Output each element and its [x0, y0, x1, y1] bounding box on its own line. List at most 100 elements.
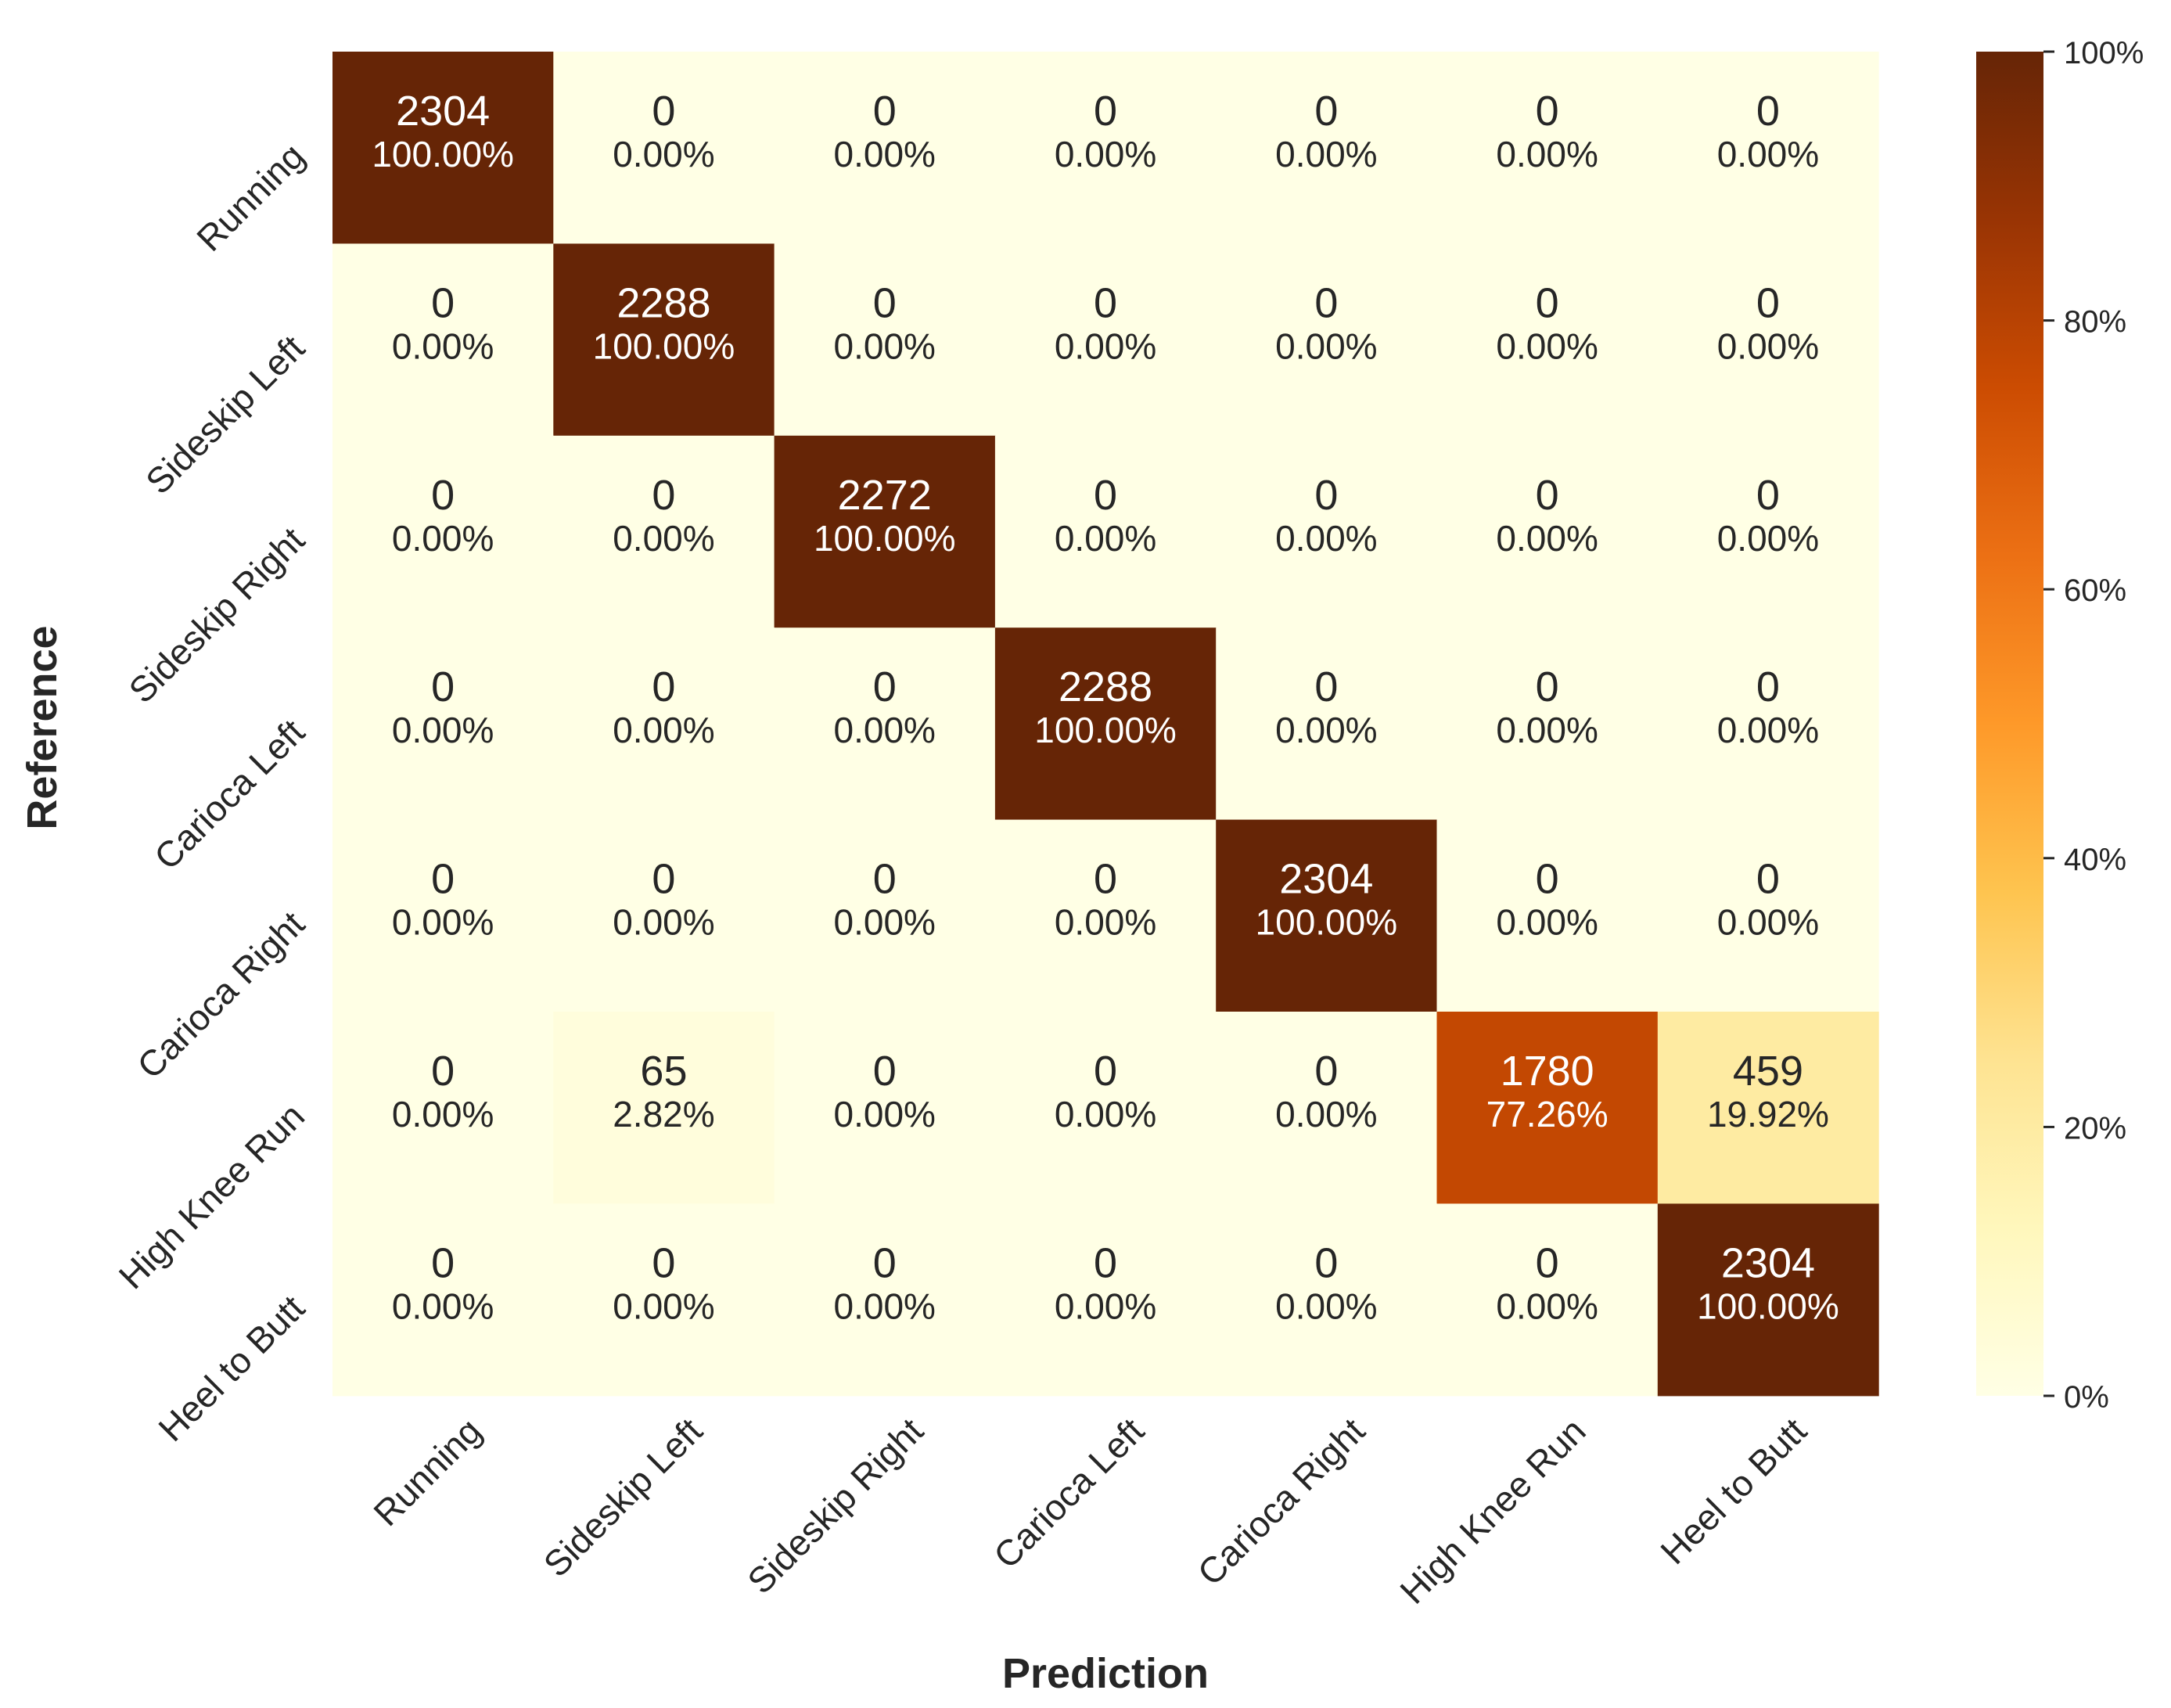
cell-percent-label: 100.00%: [1697, 1285, 1839, 1326]
cell-count-label: 0: [431, 663, 455, 710]
cell-count-label: 0: [1094, 279, 1117, 326]
cell-count-label: 0: [652, 1239, 675, 1286]
cell-percent-label: 0.00%: [613, 710, 714, 750]
heatmap-cell: [332, 435, 554, 628]
x-tick-label: Heel to Butt: [1652, 1410, 1814, 1572]
cell-percent-label: 0.00%: [392, 902, 494, 943]
cell-percent-label: 0.00%: [1496, 1285, 1598, 1326]
cell-count-label: 0: [1536, 472, 1559, 519]
cell-count-label: 2272: [838, 472, 932, 519]
cell-count-label: 0: [431, 279, 455, 326]
cell-percent-label: 0.00%: [1275, 518, 1377, 559]
cell-count-label: 0: [652, 856, 675, 903]
heatmap-cell: [332, 1203, 554, 1397]
cell-count-label: 0: [1756, 88, 1780, 135]
cell-percent-label: 0.00%: [613, 518, 714, 559]
heatmap-cell: [1216, 819, 1438, 1012]
cell-percent-label: 0.00%: [1496, 325, 1598, 366]
heatmap-cell: [553, 435, 775, 628]
cell-percent-label: 0.00%: [392, 1094, 494, 1134]
cell-count-label: 0: [431, 1239, 455, 1286]
cell-count-label: 2304: [396, 88, 490, 135]
heatmap-cell: [332, 819, 554, 1012]
heatmap-cell: [1216, 52, 1438, 244]
cell-count-label: 0: [1314, 1048, 1338, 1095]
heatmap-cell: [1216, 627, 1438, 821]
heatmap-cell: [553, 52, 775, 244]
cell-percent-label: 0.00%: [1275, 1285, 1377, 1326]
cell-count-label: 2304: [1279, 856, 1373, 903]
cell-percent-label: 100.00%: [1034, 710, 1177, 750]
heatmap-cell: [774, 435, 996, 628]
cell-count-label: 0: [1756, 663, 1780, 710]
cell-count-label: 0: [1314, 88, 1338, 135]
cell-percent-label: 0.00%: [392, 325, 494, 366]
heatmap-cell: [332, 243, 554, 437]
x-tick-label: Carioca Right: [1190, 1410, 1373, 1593]
cell-percent-label: 0.00%: [1717, 518, 1819, 559]
heatmap-cell: [1436, 435, 1659, 628]
cell-count-label: 0: [1314, 472, 1338, 519]
heatmap-cell: [1657, 819, 1879, 1012]
cell-count-label: 0: [873, 88, 897, 135]
cell-percent-label: 0.00%: [1055, 1094, 1156, 1134]
cell-percent-label: 0.00%: [1717, 710, 1819, 750]
heatmap-cell: [1216, 435, 1438, 628]
cell-count-label: 0: [1094, 472, 1117, 519]
cell-count-label: 0: [1314, 1239, 1338, 1286]
heatmap-cell: [1216, 243, 1438, 437]
cell-percent-label: 0.00%: [834, 710, 936, 750]
heatmap-cell: [994, 1012, 1217, 1204]
cell-percent-label: 0.00%: [834, 134, 936, 174]
cell-percent-label: 2.82%: [613, 1094, 714, 1134]
cell-count-label: 0: [873, 279, 897, 326]
cell-percent-label: 100.00%: [814, 518, 956, 559]
cell-percent-label: 100.00%: [372, 134, 514, 174]
colorbar-gradient: [1976, 52, 2043, 1396]
cell-count-label: 0: [652, 472, 675, 519]
y-tick-label: Carioca Right: [129, 903, 312, 1086]
x-tick-label: Carioca Left: [986, 1410, 1152, 1576]
heatmap-cell: [1216, 1012, 1438, 1204]
heatmap-cell: [774, 243, 996, 437]
cell-count-label: 0: [1756, 279, 1780, 326]
colorbar: 0% 20% 40% 60% 80% 100%: [1976, 36, 2144, 1415]
colorbar-tick-label: 60%: [2064, 574, 2126, 608]
cell-percent-label: 0.00%: [392, 710, 494, 750]
heatmap-cell: [1657, 435, 1879, 628]
colorbar-tick-label: 40%: [2064, 843, 2126, 877]
y-tick-label: Sideskip Right: [120, 520, 312, 711]
y-tick-label: Carioca Left: [146, 711, 312, 877]
cell-count-label: 0: [1536, 279, 1559, 326]
colorbar-tick-label: 20%: [2064, 1111, 2126, 1145]
cell-count-label: 0: [1094, 1048, 1117, 1095]
heatmap-cell: [1657, 243, 1879, 437]
heatmap-cell: [553, 1203, 775, 1397]
cell-count-label: 0: [873, 1048, 897, 1095]
cell-percent-label: 0.00%: [1496, 710, 1598, 750]
cell-percent-label: 0.00%: [1055, 1285, 1156, 1326]
y-axis-label: Reference: [19, 625, 66, 829]
y-tick-label: High Knee Run: [111, 1095, 312, 1296]
cell-percent-label: 0.00%: [834, 1094, 936, 1134]
cell-count-label: 0: [1094, 1239, 1117, 1286]
cell-percent-label: 0.00%: [1717, 134, 1819, 174]
heatmap-cell: [1436, 52, 1659, 244]
y-tick-label: Sideskip Left: [138, 327, 312, 502]
heatmap-cell: [774, 1203, 996, 1397]
heatmap-cell: [332, 627, 554, 821]
cell-count-label: 2304: [1721, 1239, 1815, 1286]
cell-count-label: 65: [640, 1048, 687, 1095]
cell-count-label: 0: [1094, 856, 1117, 903]
cell-count-label: 0: [431, 1048, 455, 1095]
cell-percent-label: 0.00%: [1055, 902, 1156, 943]
cell-percent-label: 0.00%: [834, 325, 936, 366]
heatmap-cell: [332, 52, 554, 244]
cell-count-label: 459: [1733, 1048, 1803, 1095]
x-tick-label: Sideskip Left: [536, 1410, 710, 1584]
cell-count-label: 0: [1536, 663, 1559, 710]
cell-count-label: 0: [652, 88, 675, 135]
cell-percent-label: 0.00%: [834, 1285, 936, 1326]
